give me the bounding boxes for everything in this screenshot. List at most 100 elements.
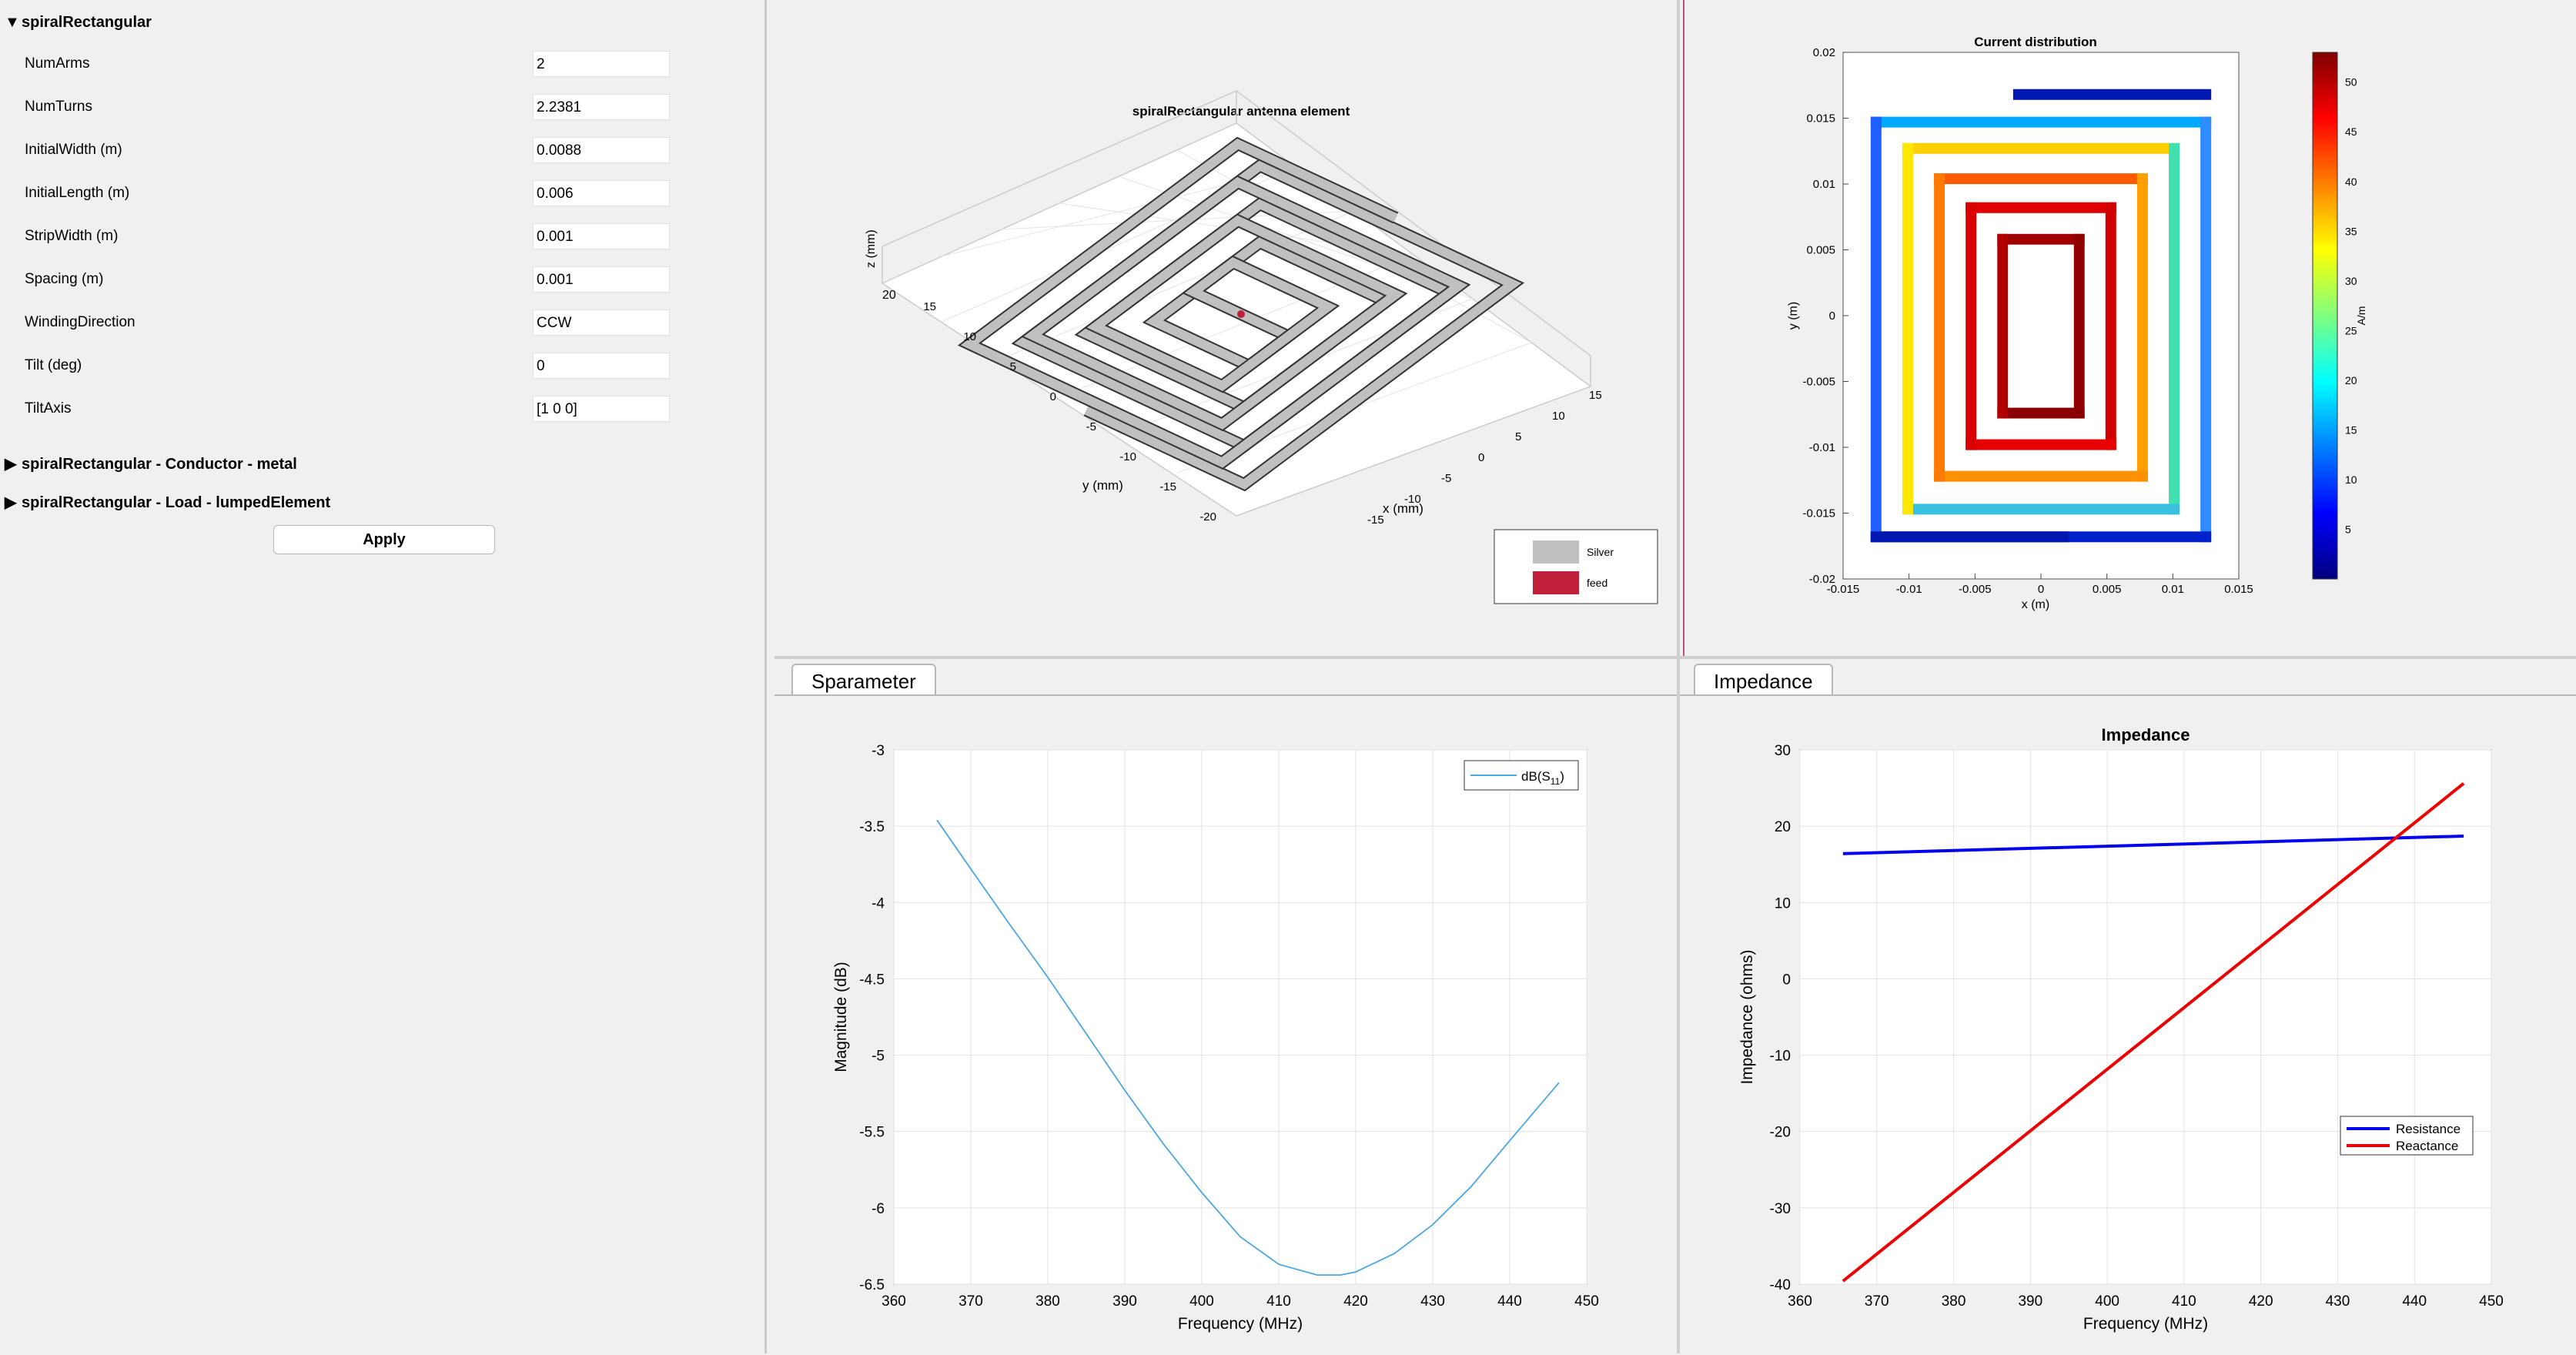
z-axis-label: z (mm)	[865, 229, 878, 268]
prop-label: NumTurns	[25, 99, 92, 115]
colorbar-tick: 15	[2345, 423, 2357, 436]
current-segment	[2012, 89, 2212, 100]
y-tick: 0.02	[1813, 46, 1835, 59]
geometry-title: spiralRectangular antenna element	[1132, 104, 1350, 119]
prop-input[interactable]: CCW	[533, 309, 670, 336]
triangle-right-icon[interactable]: ▶	[5, 494, 17, 511]
x-tick: 380	[1035, 1293, 1060, 1310]
apply-button[interactable]: Apply	[273, 525, 495, 554]
y-tick: 0	[1782, 972, 1791, 988]
y-tick: 5	[1010, 360, 1016, 373]
plot-area	[1799, 749, 2492, 1285]
silver-swatch	[1533, 540, 1579, 564]
geometry-ticks: -15 -10 -5 0 5 10 15 -20 -15 -10 -5 0 5 10 15	[923, 300, 1601, 527]
current-segment	[1997, 233, 2085, 245]
y-tick: -6	[871, 1201, 885, 1217]
load-section-title: spiralRectangular - Load - lumpedElement	[22, 494, 331, 511]
series-line-db-s11-	[936, 819, 1560, 1276]
x-tick: 15	[1589, 389, 1602, 402]
tab-impedance[interactable]: Impedance	[1694, 664, 1833, 694]
x-tick: -5	[1441, 472, 1451, 485]
x-axis-label: Frequency (MHz)	[2083, 1315, 2208, 1333]
y-tick: 10	[963, 330, 976, 343]
current-spiral	[1870, 89, 2212, 543]
tab-sparameter[interactable]: Sparameter	[791, 664, 936, 694]
prop-label: Tilt (deg)	[25, 357, 82, 373]
prop-input[interactable]: 2	[533, 51, 670, 77]
y-tick: 10	[1775, 895, 1791, 912]
section-conductor[interactable]: ▶ spiralRectangular - Conductor - metal	[5, 454, 297, 473]
conductor-section-title: spiralRectangular - Conductor - metal	[22, 456, 297, 473]
triangle-right-icon[interactable]: ▶	[5, 456, 17, 473]
legend-entry-reactance: Reactance	[2396, 1139, 2458, 1153]
current-segment	[2105, 202, 2116, 450]
prop-input[interactable]: 0.0088	[533, 137, 670, 163]
prop-input[interactable]: 0.006	[533, 180, 670, 206]
x-axis-label: Frequency (MHz)	[1178, 1315, 1303, 1333]
x-tick: 0.015	[2224, 583, 2253, 596]
current-segment	[1870, 116, 2212, 128]
y-axis-label: y (mm)	[1082, 478, 1123, 493]
current-segment	[2073, 233, 2085, 419]
colorbar-ticks: 50 45 40 35 30 25 20 15 10 5	[2345, 76, 2357, 536]
prop-input[interactable]: 0.001	[533, 223, 670, 249]
x-tick: 410	[2172, 1293, 2196, 1310]
current-segment	[2136, 173, 2148, 482]
x-tick: -0.015	[1827, 583, 1860, 596]
current-segment	[1934, 173, 2148, 185]
y-tick: -30	[1770, 1201, 1791, 1217]
feed-point	[1237, 310, 1245, 318]
colorbar-tick: 5	[2345, 523, 2351, 535]
y-tick: -5.5	[859, 1125, 885, 1141]
prop-label: InitialWidth (m)	[25, 142, 122, 158]
chart-title: Impedance	[2102, 725, 2190, 744]
y-tick: -4.5	[859, 972, 885, 988]
prop-input[interactable]: 2.2381	[533, 94, 670, 120]
triangle-down-icon[interactable]: ▼	[5, 14, 20, 31]
current-segment	[1997, 407, 2085, 419]
colorbar-label: A/m	[2355, 306, 2367, 326]
legend-entry-resistance: Resistance	[2396, 1122, 2461, 1136]
sparameter-figure: 360 370 380 390 400 410 420 430 440 450 -3 -3.5 -4 -4…	[774, 694, 1677, 1355]
x-tick: 450	[2479, 1293, 2504, 1310]
y-tick: 0	[1829, 309, 1835, 323]
x-tick: 10	[1552, 410, 1565, 423]
prop-input[interactable]: 0	[533, 353, 670, 379]
section-spiralRectangular[interactable]: ▼ spiralRectangular	[5, 14, 152, 32]
prop-input[interactable]: [1 0 0]	[533, 396, 670, 422]
current-distribution-figure: Current distribution -0.015 -0.01 -0.005 0 0…	[1683, 0, 2576, 656]
colorbar-tick: 40	[2345, 176, 2357, 188]
y-tick: -0.005	[1802, 376, 1835, 389]
x-tick: 430	[2326, 1293, 2350, 1310]
spiral-antenna	[957, 136, 1525, 492]
y-tick: 15	[923, 300, 936, 313]
colorbar-tick: 25	[2345, 324, 2357, 336]
x-tick: -0.01	[1896, 583, 1922, 596]
prop-input[interactable]: 0.001	[533, 266, 670, 293]
current-segment	[1902, 142, 1913, 515]
x-tick: 440	[1497, 1293, 1522, 1310]
legend-feed: feed	[1587, 577, 1607, 589]
colorbar-tick: 20	[2345, 374, 2357, 386]
y-tick: -10	[1119, 450, 1136, 463]
x-tick: 0	[2038, 583, 2044, 596]
prop-label: WindingDirection	[25, 314, 135, 330]
prop-label: InitialLength (m)	[25, 185, 130, 201]
grid	[893, 749, 1587, 1285]
current-segment	[1902, 142, 2180, 154]
colorbar-tick: 45	[2345, 125, 2357, 138]
geometry-legend: Silver feed	[1494, 529, 1658, 604]
y-tick: 0	[1050, 390, 1056, 403]
vertical-splitter[interactable]	[1677, 0, 1680, 1353]
current-x-label: x (m)	[2022, 598, 2049, 611]
z-tick: 20	[882, 289, 896, 302]
horizontal-splitter[interactable]	[774, 656, 2576, 659]
x-tick: 400	[2095, 1293, 2119, 1310]
x-tick: -0.005	[1959, 583, 1992, 596]
x-tick: 370	[1865, 1293, 1889, 1310]
y-axis-label: Magnitude (dB)	[832, 962, 850, 1072]
section-load[interactable]: ▶ spiralRectangular - Load - lumpedElemen…	[5, 493, 330, 512]
geometry-figure: spiralRectangular antenna element z (mm)…	[774, 0, 1680, 656]
y-tick: -3	[871, 743, 885, 759]
prop-label: Spacing (m)	[25, 271, 104, 287]
